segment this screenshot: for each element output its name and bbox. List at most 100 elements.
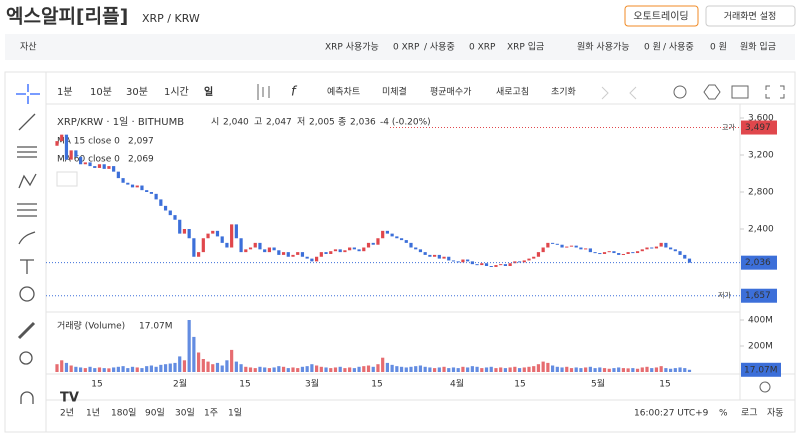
candle [442, 256, 446, 259]
percent-toggle[interactable]: % [719, 409, 728, 419]
projection-tool[interactable] [17, 203, 37, 217]
fullscreen-icon[interactable] [765, 85, 785, 99]
volume-bar [319, 366, 323, 372]
log-toggle[interactable]: 로그 [741, 409, 758, 419]
volume-bar [683, 368, 687, 372]
range-button[interactable]: 1주 [204, 408, 218, 419]
volume-last-box [741, 362, 781, 377]
magnet-tool[interactable] [20, 391, 34, 404]
candle [135, 185, 139, 188]
candle [399, 238, 404, 241]
candle [527, 258, 531, 261]
volume-bar [466, 367, 470, 372]
left-tools[interactable] [16, 84, 40, 404]
volume-bar [154, 366, 158, 372]
range-button[interactable]: 1일 [228, 408, 242, 419]
volume-bar [130, 366, 135, 372]
pair: XRP / KRW [142, 12, 200, 25]
candle [74, 150, 78, 157]
low-tag-label: 1,657 [745, 291, 771, 301]
candle [390, 233, 394, 237]
interval[interactable]: 10분 [90, 86, 112, 98]
candle [565, 246, 569, 248]
volume-bar [499, 367, 503, 372]
krw-deposit[interactable]: 원화 입금 [740, 41, 776, 53]
toolbar-action[interactable]: 미체결 [382, 87, 407, 98]
alert-icon[interactable] [673, 85, 687, 99]
candle [588, 248, 592, 253]
candle [371, 242, 375, 245]
candle [333, 249, 338, 252]
indicator-icon[interactable]: f [291, 85, 298, 100]
legend-change: -4 (-0.20%) [380, 118, 431, 128]
zoom-tool[interactable] [19, 351, 33, 365]
volume-bar [635, 368, 640, 372]
toolbar-action[interactable]: 평균매수가 [430, 87, 471, 98]
auto-toggle[interactable]: 자동 [767, 408, 784, 419]
auto-trade-label: 오토트레이딩 [633, 11, 688, 23]
emoji-tool[interactable] [19, 286, 35, 302]
volume-bar [55, 364, 59, 372]
volume-bar [669, 368, 673, 372]
volume-bar [173, 362, 177, 372]
camera-icon[interactable] [731, 85, 749, 99]
candle [451, 260, 456, 262]
undo-redo[interactable] [601, 86, 637, 100]
legend-close-label: 종 [338, 117, 346, 128]
volume-bar [343, 368, 347, 372]
balance-bar [5, 34, 795, 60]
auto-trade-button[interactable] [624, 5, 699, 27]
volume-bar [687, 369, 692, 372]
volume-bar [300, 366, 305, 372]
volume-bar [182, 360, 187, 372]
text-tool[interactable] [20, 259, 34, 274]
legend-ma15: MA 15 close 0 [57, 137, 120, 147]
interval[interactable]: 1분 [57, 86, 73, 98]
time-label: 15 [91, 380, 102, 390]
candle [102, 164, 106, 169]
volume-bar [329, 368, 333, 372]
candle [621, 253, 625, 255]
volume-bar [414, 366, 418, 372]
collapse-button[interactable] [56, 171, 78, 187]
range-button[interactable]: 90일 [145, 408, 165, 419]
range-button[interactable]: 2년 [60, 408, 74, 419]
candle [239, 238, 243, 253]
axis-settings[interactable] [759, 381, 771, 393]
krw-in-use-label: / 사용중 [663, 42, 694, 53]
interval[interactable]: 일 [204, 85, 213, 98]
volume-bar [584, 367, 588, 372]
ruler-tool[interactable] [17, 321, 36, 340]
volume-bar [74, 366, 78, 372]
range-button[interactable]: 1년 [86, 408, 100, 419]
candle-icon[interactable] [257, 84, 270, 100]
volume-bar [517, 368, 522, 372]
fib-tool[interactable] [17, 146, 37, 158]
candle [480, 263, 484, 266]
xrp-deposit[interactable]: XRP 입금 [507, 41, 544, 53]
toolbar-action[interactable]: 새로고침 [496, 87, 529, 98]
toolbar-action[interactable]: 초기화 [551, 87, 576, 98]
volume-bar [602, 368, 607, 372]
candle [126, 182, 130, 185]
candle [560, 244, 564, 248]
interval[interactable]: 30분 [126, 86, 148, 98]
range-button[interactable]: 180일 [111, 408, 136, 419]
range-button[interactable]: 30일 [175, 408, 195, 419]
high-tag-box [741, 120, 777, 135]
volume-bar [650, 368, 654, 372]
line-tool[interactable] [18, 113, 36, 131]
volume-bar [645, 366, 649, 372]
crosshair-tool[interactable] [16, 84, 40, 104]
volume-bar [607, 368, 611, 372]
settings-button[interactable] [705, 5, 796, 27]
interval[interactable]: 1시간 [164, 86, 189, 98]
settings-icon[interactable] [703, 84, 721, 100]
legend-open: 2,040 [223, 118, 249, 128]
volume-bar [362, 366, 366, 372]
brush-tool[interactable] [18, 231, 36, 245]
pattern-tool[interactable] [18, 173, 37, 189]
volume-bar [201, 359, 205, 372]
candle [55, 141, 59, 146]
toolbar-action[interactable]: 예측차트 [327, 86, 360, 98]
